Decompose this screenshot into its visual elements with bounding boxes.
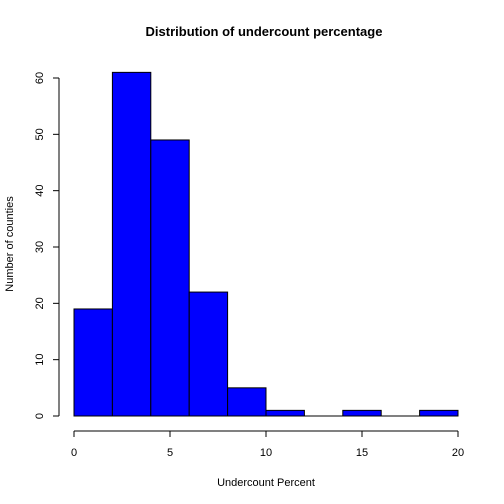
histogram-bar xyxy=(265,409,305,417)
y-axis-title: Number of counties xyxy=(4,196,16,292)
histogram-bar xyxy=(188,291,229,417)
histogram-bar xyxy=(111,71,152,417)
x-tick-label: 15 xyxy=(356,447,368,459)
y-tick-label: 40 xyxy=(34,185,46,197)
x-axis: 0 5 10 15 20 xyxy=(71,430,464,459)
histogram-bar xyxy=(73,308,113,417)
y-tick-label: 60 xyxy=(34,72,46,84)
histogram-bar xyxy=(150,139,190,417)
x-tick-label: 0 xyxy=(71,447,77,459)
histogram-bar xyxy=(419,409,459,417)
histogram-bar xyxy=(342,409,382,417)
bars-group xyxy=(73,71,459,417)
y-tick-label: 20 xyxy=(34,297,46,309)
chart-title: Distribution of undercount percentage xyxy=(146,24,383,39)
histogram-bar xyxy=(227,387,267,417)
y-axis: 0 10 20 30 40 50 60 xyxy=(34,72,60,419)
y-tick-label: 10 xyxy=(34,354,46,366)
y-tick-label: 0 xyxy=(34,413,46,419)
y-tick-label: 30 xyxy=(34,241,46,253)
x-tick-label: 5 xyxy=(167,447,173,459)
x-tick-label: 20 xyxy=(452,447,464,459)
x-tick-label: 10 xyxy=(260,447,272,459)
y-tick-label: 50 xyxy=(34,128,46,140)
x-axis-title: Undercount Percent xyxy=(217,477,315,489)
